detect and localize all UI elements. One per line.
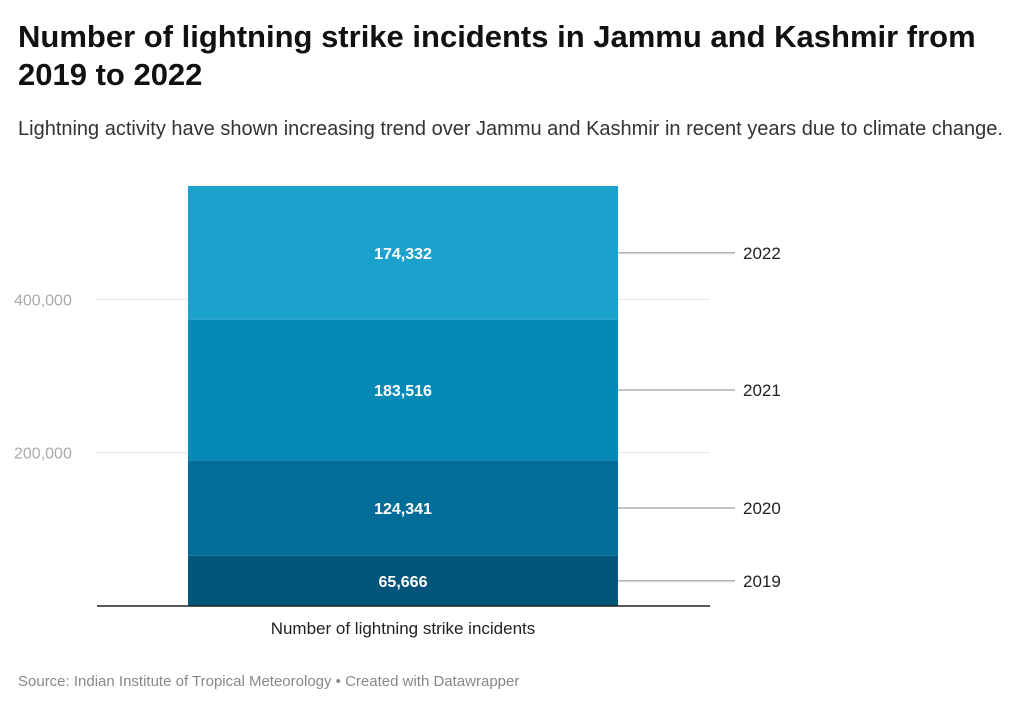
series-label-2021: 2021 — [743, 381, 781, 400]
data-label-2019: 65,666 — [379, 574, 428, 591]
series-label-2022: 2022 — [743, 244, 781, 263]
data-label-2021: 183,516 — [374, 383, 432, 400]
source-footer: Source: Indian Institute of Tropical Met… — [18, 673, 520, 690]
x-category-label: Number of lightning strike incidents — [271, 619, 536, 638]
series-label-2020: 2020 — [743, 499, 781, 518]
bar-segment-2022 — [188, 186, 618, 320]
bar-segment-2019 — [188, 555, 618, 606]
series-label-2019: 2019 — [743, 572, 781, 591]
y-tick-label: 400,000 — [14, 292, 72, 309]
data-label-2020: 124,341 — [374, 501, 432, 518]
chart-title: Number of lightning strike incidents in … — [18, 19, 976, 92]
data-label-2022: 174,332 — [374, 246, 432, 263]
bar-segment-2021 — [188, 319, 618, 461]
chart-subtitle: Lightning activity have shown increasing… — [18, 118, 1003, 140]
y-tick-label: 200,000 — [14, 446, 72, 463]
bar-segment-2020 — [188, 460, 618, 556]
